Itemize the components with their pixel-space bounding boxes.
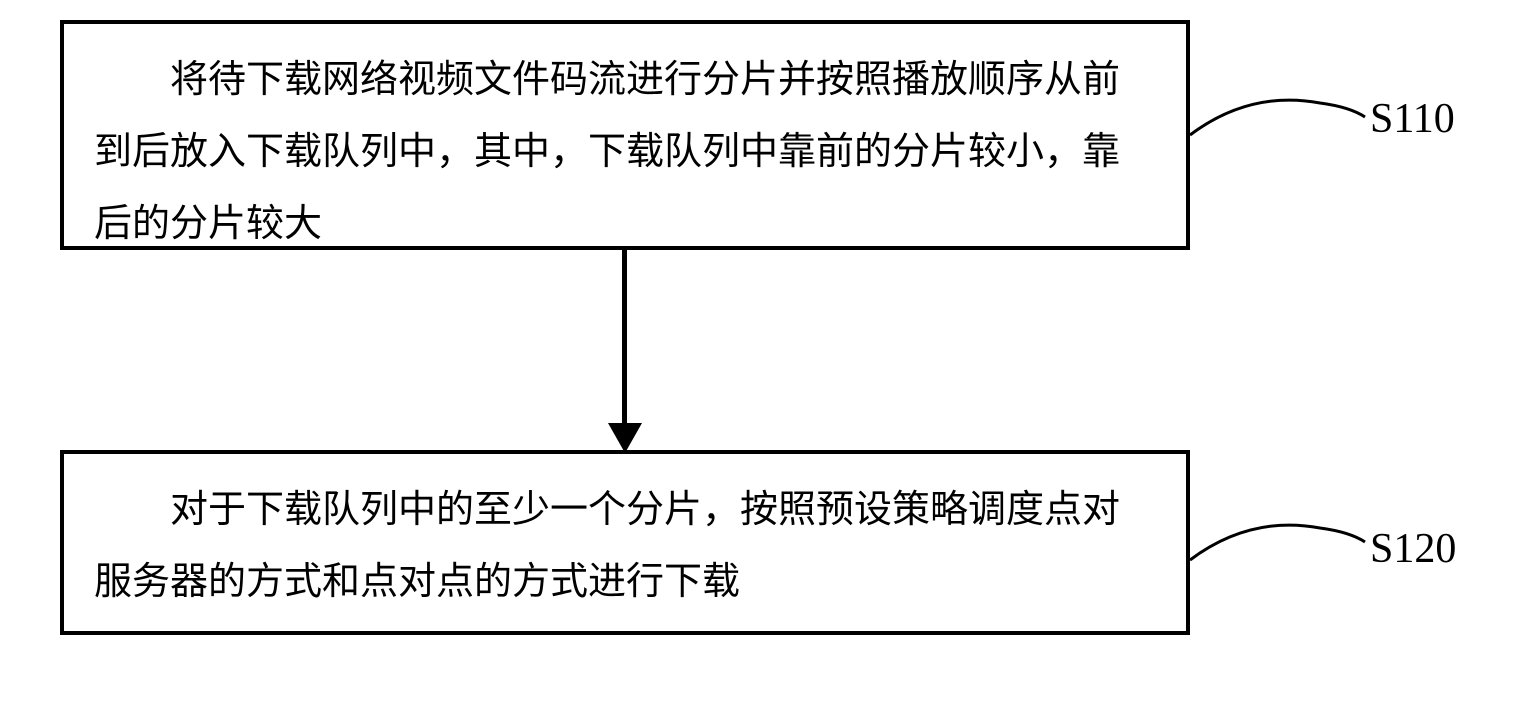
flowchart-container: 将待下载网络视频文件码流进行分片并按照播放顺序从前到后放入下载队列中，其中，下载… (0, 0, 1523, 725)
connector-curve-1 (1190, 85, 1370, 155)
step-label-2: S120 (1370, 525, 1456, 573)
flowchart-arrow-line (622, 250, 627, 430)
flowchart-step-1-box: 将待下载网络视频文件码流进行分片并按照播放顺序从前到后放入下载队列中，其中，下载… (60, 20, 1190, 250)
flowchart-arrow-head (608, 423, 642, 453)
step-label-1: S110 (1370, 95, 1455, 143)
flowchart-step-2-box: 对于下载队列中的至少一个分片，按照预设策略调度点对服务器的方式和点对点的方式进行… (60, 450, 1190, 635)
connector-curve-2 (1190, 510, 1370, 580)
flowchart-step-2-text: 对于下载队列中的至少一个分片，按照预设策略调度点对服务器的方式和点对点的方式进行… (94, 489, 1120, 603)
flowchart-step-1-text: 将待下载网络视频文件码流进行分片并按照播放顺序从前到后放入下载队列中，其中，下载… (94, 59, 1120, 245)
